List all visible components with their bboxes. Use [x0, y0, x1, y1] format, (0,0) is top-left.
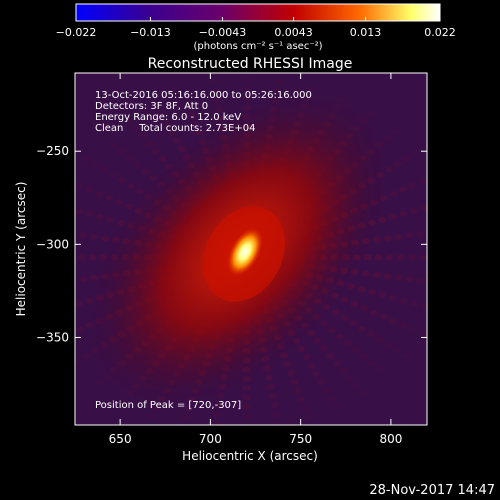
x-axis-ticks: 650 700 750 800: [109, 73, 402, 446]
plot-frame: [74, 72, 428, 426]
annotation-detectors: Detectors: 3F 8F, Att 0: [95, 101, 208, 112]
heatmap-image: [75, 73, 427, 425]
colorbar-tick-label: 0.0043: [274, 26, 313, 39]
y-tick-label: −350: [36, 330, 69, 344]
annotation-peak-position: Position of Peak = [720,-307]: [95, 400, 241, 411]
y-axis-label: Heliocentric Y (arcsec): [14, 182, 28, 317]
colorbar-tick-label: −0.022: [56, 26, 97, 39]
colorbar-tick-label: −0.013: [130, 26, 171, 39]
x-tick-label: 800: [379, 432, 402, 446]
y-tick-label: −250: [36, 144, 69, 158]
colorbar-ticks: −0.022 −0.013 −0.0043 0.0043 0.013 0.022: [56, 17, 456, 39]
annotation-time-range: 13-Oct-2016 05:16:16.000 to 05:26:16.000: [95, 90, 312, 101]
colorbar-tick-label: −0.0043: [199, 26, 247, 39]
y-tick-label: −300: [36, 237, 69, 251]
chart-title: Reconstructed RHESSI Image: [148, 56, 353, 72]
x-tick-label: 700: [199, 432, 222, 446]
x-tick-label: 750: [289, 432, 312, 446]
x-tick-label: 650: [109, 432, 132, 446]
x-axis-label: Heliocentric X (arcsec): [182, 449, 318, 463]
annotation-clean-counts: Clean Total counts: 2.73E+04: [95, 123, 255, 134]
colorbar-tick-label: 0.013: [350, 26, 382, 39]
y-axis-ticks: −250 −300 −350: [36, 144, 427, 344]
colorbar-unit-label: (photons cm⁻² s⁻¹ asec⁻²): [193, 41, 322, 52]
footer-timestamp: 28-Nov-2017 14:47: [369, 483, 495, 498]
colorbar-tick-label: 0.022: [424, 26, 456, 39]
annotation-energy-range: Energy Range: 6.0 - 12.0 keV: [95, 112, 241, 123]
colorbar: [75, 3, 441, 22]
